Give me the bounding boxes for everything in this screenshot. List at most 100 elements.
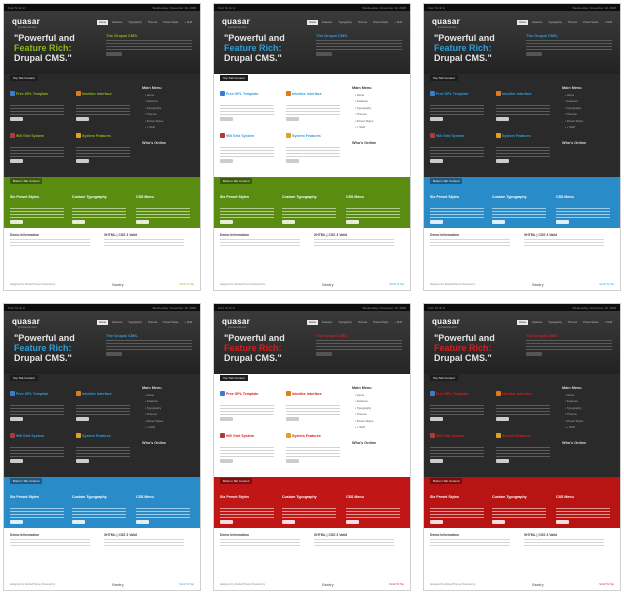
bottom-read-more-button[interactable] (10, 220, 23, 224)
nav-item-preset-styles[interactable]: Preset Styles (373, 21, 389, 24)
scroll-to-top-link[interactable]: Scroll To Top (179, 283, 194, 286)
read-more-button[interactable] (496, 417, 509, 421)
nav-item-home[interactable]: Home (517, 20, 528, 25)
nav-item-features[interactable]: Features (532, 321, 543, 324)
gantry-logo[interactable]: Gantry (112, 583, 124, 587)
bottom-tab-label[interactable]: Bottom Tab Content (430, 178, 463, 184)
bottom-read-more-button[interactable] (282, 520, 295, 524)
menu-item[interactable]: • Preset Styles (565, 118, 584, 123)
bottom-read-more-button[interactable] (430, 220, 443, 224)
bottom-read-more-button[interactable] (430, 520, 443, 524)
scroll-to-top-link[interactable]: Scroll To Top (599, 583, 614, 586)
learn-more-button[interactable] (526, 52, 542, 56)
learn-more-button[interactable] (316, 52, 332, 56)
menu-item[interactable]: • Typography (355, 405, 372, 410)
menu-item[interactable]: • Typography (565, 105, 582, 110)
preview-card-5[interactable]: Font Sz ⊕ ⊖ Wednesday, November 19, 2008 q… (213, 303, 411, 591)
nav-item-features[interactable]: Features (322, 21, 333, 24)
scroll-to-top-link[interactable]: Scroll To Top (179, 583, 194, 586)
menu-item[interactable]: • Features (355, 399, 368, 403)
menu-item[interactable]: • Features (145, 399, 158, 403)
nav-item-preset-styles[interactable]: Preset Styles (373, 321, 389, 324)
font-size-control[interactable]: Font Sz ⊕ ⊖ (8, 305, 26, 310)
nav-item-typography[interactable]: Typography (548, 321, 562, 324)
learn-more-button[interactable] (106, 52, 122, 56)
menu-item[interactable]: • + Stuff (145, 425, 155, 429)
menu-item[interactable]: • Preset Styles (355, 118, 374, 123)
nav-item-themes[interactable]: Themes (567, 21, 578, 24)
nav-item-typography[interactable]: Typography (128, 321, 142, 324)
bottom-read-more-button[interactable] (346, 520, 359, 524)
menu-item[interactable]: • Themes (145, 412, 157, 416)
top-tab-label[interactable]: Top Tab Content (10, 75, 38, 81)
bottom-tab-label[interactable]: Bottom Tab Content (220, 178, 253, 184)
nav-item-preset-styles[interactable]: Preset Styles (163, 21, 179, 24)
top-tab-label[interactable]: Top Tab Content (10, 375, 38, 381)
read-more-button[interactable] (10, 117, 23, 121)
read-more-button[interactable] (430, 459, 443, 463)
read-more-button[interactable] (496, 159, 509, 163)
menu-item[interactable]: • Home (355, 92, 365, 97)
scroll-to-top-link[interactable]: Scroll To Top (599, 283, 614, 286)
menu-item[interactable]: • Features (355, 99, 368, 103)
menu-item[interactable]: • Typography (145, 105, 162, 110)
read-more-button[interactable] (76, 417, 89, 421)
read-more-button[interactable] (286, 417, 299, 421)
preview-card-6[interactable]: Font Sz ⊕ ⊖ Wednesday, November 19, 2008 q… (423, 303, 621, 591)
nav-item--stuff[interactable]: + Stuff (604, 21, 612, 24)
menu-item[interactable]: • Themes (565, 112, 577, 116)
menu-item[interactable]: • Features (565, 99, 578, 103)
read-more-button[interactable] (10, 417, 23, 421)
learn-more-button[interactable] (526, 352, 542, 356)
font-size-control[interactable]: Font Sz ⊕ ⊖ (218, 305, 236, 310)
menu-item[interactable]: • Features (565, 399, 578, 403)
menu-item[interactable]: • Typography (565, 405, 582, 410)
nav-item-preset-styles[interactable]: Preset Styles (163, 321, 179, 324)
nav-item-home[interactable]: Home (307, 20, 318, 25)
menu-item[interactable]: • Home (565, 92, 575, 97)
read-more-button[interactable] (496, 459, 509, 463)
logo[interactable]: quasar (222, 17, 251, 26)
read-more-button[interactable] (76, 159, 89, 163)
nav-item-home[interactable]: Home (97, 20, 108, 25)
nav-item-features[interactable]: Features (112, 321, 123, 324)
menu-item[interactable]: • Themes (355, 112, 367, 116)
bottom-read-more-button[interactable] (136, 220, 149, 224)
gantry-logo[interactable]: Gantry (322, 583, 334, 587)
read-more-button[interactable] (76, 459, 89, 463)
bottom-tab-label[interactable]: Bottom Tab Content (430, 478, 463, 484)
nav-item-features[interactable]: Features (112, 21, 123, 24)
bottom-read-more-button[interactable] (282, 220, 295, 224)
nav-item--stuff[interactable]: + Stuff (604, 321, 612, 324)
nav-item-preset-styles[interactable]: Preset Styles (583, 321, 599, 324)
bottom-read-more-button[interactable] (492, 220, 505, 224)
logo[interactable]: quasar (432, 17, 461, 26)
learn-more-button[interactable] (106, 352, 122, 356)
nav-item-home[interactable]: Home (307, 320, 318, 325)
read-more-button[interactable] (76, 117, 89, 121)
menu-item[interactable]: • Typography (145, 405, 162, 410)
menu-item[interactable]: • Home (355, 392, 365, 397)
font-size-control[interactable]: Font Sz ⊕ ⊖ (428, 305, 446, 310)
nav-item--stuff[interactable]: + Stuff (394, 321, 402, 324)
bottom-read-more-button[interactable] (10, 520, 23, 524)
nav-item-features[interactable]: Features (322, 321, 333, 324)
read-more-button[interactable] (220, 417, 233, 421)
gantry-logo[interactable]: Gantry (322, 283, 334, 287)
bottom-tab-label[interactable]: Bottom Tab Content (10, 478, 43, 484)
bottom-read-more-button[interactable] (556, 520, 569, 524)
read-more-button[interactable] (496, 117, 509, 121)
nav-item-themes[interactable]: Themes (147, 21, 158, 24)
bottom-read-more-button[interactable] (220, 220, 233, 224)
preview-card-3[interactable]: Font Sz ⊕ ⊖ Wednesday, November 19, 2008 q… (423, 3, 621, 291)
top-tab-label[interactable]: Top Tab Content (430, 375, 458, 381)
preview-card-4[interactable]: Font Sz ⊕ ⊖ Wednesday, November 19, 2008 q… (3, 303, 201, 591)
menu-item[interactable]: • Features (145, 99, 158, 103)
bottom-read-more-button[interactable] (492, 520, 505, 524)
nav-item-typography[interactable]: Typography (548, 21, 562, 24)
read-more-button[interactable] (10, 459, 23, 463)
menu-item[interactable]: • + Stuff (355, 425, 365, 429)
menu-item[interactable]: • Themes (355, 412, 367, 416)
logo[interactable]: quasar (432, 317, 461, 326)
read-more-button[interactable] (286, 159, 299, 163)
